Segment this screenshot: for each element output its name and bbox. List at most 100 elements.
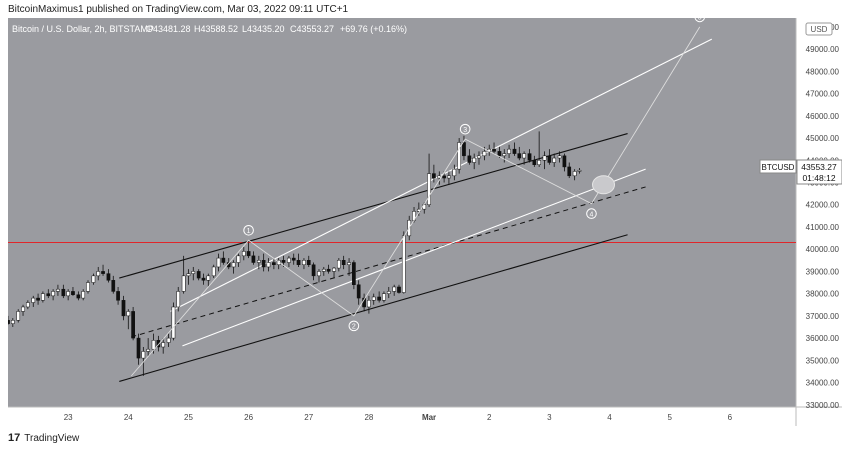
y-tick-label: 41000.00 (806, 223, 840, 232)
candle (537, 131, 541, 167)
channel-line (182, 168, 646, 347)
candle-body (46, 293, 51, 297)
time-axis[interactable]: 23 24 25 26 27 28 Mar 2 3 4 5 6 (64, 413, 733, 422)
candle (492, 142, 496, 154)
candle-body (572, 171, 577, 177)
candle (61, 284, 66, 299)
candle-body (326, 268, 331, 272)
candle-body (10, 320, 15, 324)
candle-body (211, 266, 216, 277)
candle (542, 151, 547, 170)
candle-body (321, 268, 326, 272)
candle (206, 273, 211, 287)
candle-body (151, 340, 156, 350)
candle (111, 275, 116, 294)
y-tick-label: 37000.00 (806, 312, 840, 321)
candle-body (512, 148, 517, 154)
candle-body (96, 271, 101, 277)
candle (156, 335, 161, 352)
candle (191, 266, 196, 281)
candle (572, 169, 577, 181)
candle-body (26, 302, 30, 308)
candle (256, 255, 261, 270)
candle (106, 269, 111, 283)
candle (266, 258, 271, 272)
candle (386, 286, 391, 299)
candle-body (567, 166, 572, 177)
candle (427, 153, 431, 207)
wave-label: 2 (352, 324, 356, 331)
candle (557, 151, 562, 163)
candle (26, 300, 30, 310)
y-tick-label: 47000.00 (806, 90, 840, 99)
candle (512, 142, 517, 156)
candle-body (91, 275, 96, 283)
published-caption: BitcoinMaximus1 published on TradingView… (8, 4, 349, 15)
y-tick-label: 46000.00 (806, 112, 840, 121)
last-price-box (796, 159, 843, 185)
candle (367, 295, 371, 314)
candle-countdown: 01:48:12 (802, 173, 835, 183)
x-tick-label: 3 (547, 413, 552, 422)
candle-body (386, 291, 391, 294)
candle-body (577, 169, 582, 172)
candle (241, 246, 246, 261)
candle-body (21, 306, 25, 312)
candle (377, 291, 381, 303)
candle-body (341, 260, 346, 265)
candle-body (81, 291, 86, 299)
candle (336, 258, 341, 272)
candle-body (371, 296, 376, 301)
candle (291, 253, 296, 265)
candle (211, 264, 216, 279)
candle-body (206, 275, 211, 281)
candle (161, 338, 166, 354)
candle (517, 146, 522, 161)
footer-brand: TradingView (24, 432, 80, 444)
symbol-title: Bitcoin / U.S. Dollar, 2h, BITSTAMP (12, 24, 154, 34)
candle-body (216, 257, 221, 268)
wave-marker: 4 (586, 208, 597, 219)
channel-line (119, 234, 628, 382)
candle (392, 284, 397, 296)
axis-background (796, 18, 842, 426)
candle (352, 260, 356, 290)
candle (502, 149, 507, 163)
x-tick-label: 4 (607, 413, 612, 422)
candle-body (176, 291, 181, 308)
ohlc-high: H43588.52 (194, 24, 238, 34)
y-tick-label: 49000.00 (806, 45, 840, 54)
wave-count: 1 2 3 4 5 (130, 11, 706, 377)
candle-body (111, 280, 116, 292)
candle-body (126, 311, 131, 317)
wave-label: 5 (698, 18, 702, 22)
candle (462, 135, 466, 161)
candle (306, 255, 311, 267)
candle (347, 258, 351, 276)
candle-body (522, 153, 526, 159)
candle-body (427, 173, 431, 205)
candle-body (171, 306, 176, 339)
candle-body (141, 351, 146, 359)
currency-badge[interactable]: USD (805, 22, 833, 36)
candle (477, 151, 481, 165)
candle (311, 262, 316, 281)
currency-badge-box (805, 22, 833, 36)
candle (56, 284, 60, 296)
x-tick-label: 27 (304, 413, 313, 422)
candle (321, 266, 326, 276)
tradingview-logo-icon: 17 (8, 432, 21, 444)
candle-body (246, 251, 251, 257)
candle (71, 286, 75, 296)
candle-body (231, 262, 236, 268)
candle (171, 302, 176, 341)
candle (302, 258, 306, 270)
candle (296, 253, 301, 267)
candle-body (6, 320, 10, 324)
candle-body (106, 273, 111, 281)
wave-marker-ring (586, 208, 597, 219)
candle (101, 264, 105, 276)
candle-body (191, 271, 196, 274)
